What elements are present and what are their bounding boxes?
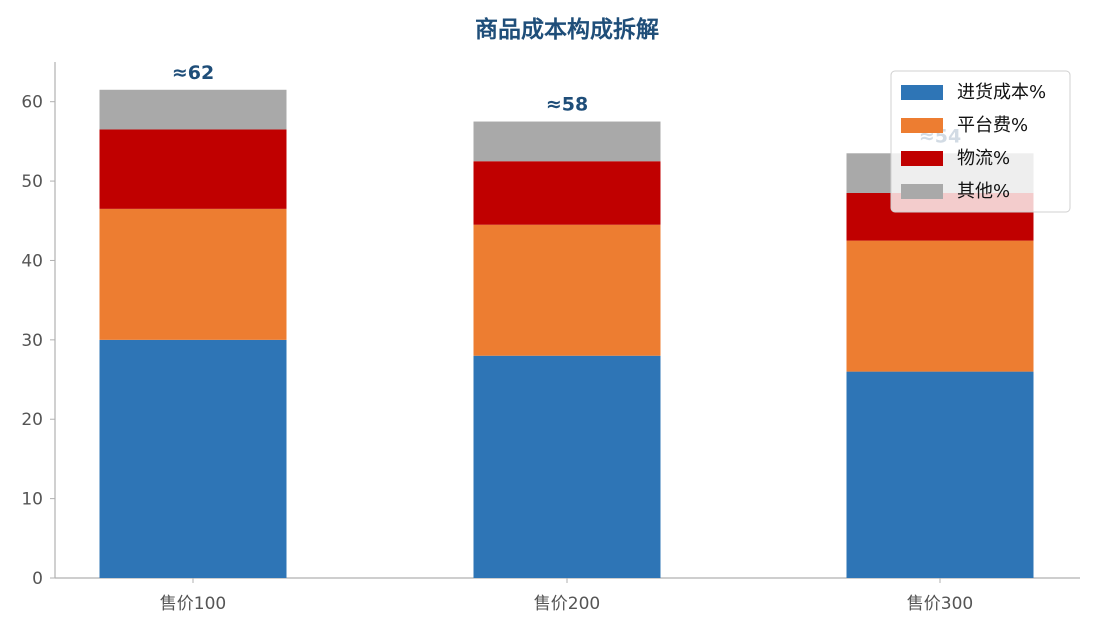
y-tick-label: 30 [21, 331, 43, 351]
legend-swatch [901, 85, 943, 100]
y-tick-label: 50 [21, 172, 43, 192]
legend-label: 其他% [957, 181, 1010, 202]
y-tick-label: 60 [21, 93, 43, 113]
legend-swatch [901, 184, 943, 199]
y-tick-label: 20 [21, 410, 43, 430]
legend-label: 平台费% [957, 115, 1028, 136]
y-tick-label: 40 [21, 251, 43, 271]
total-label: ≈58 [546, 94, 588, 116]
bar-segment [99, 339, 287, 578]
legend-label: 进货成本% [957, 82, 1046, 103]
x-tick-label: 售价300 [907, 594, 973, 614]
x-tick-label: 售价100 [160, 594, 226, 614]
y-tick-label: 10 [21, 490, 43, 510]
legend: 进货成本% 平台费% 物流% 其他% [890, 70, 1071, 213]
bar-segment [99, 208, 287, 340]
total-label: ≈62 [172, 62, 214, 84]
bar-segment [846, 240, 1034, 372]
legend-label: 物流% [957, 148, 1010, 169]
legend-swatch [901, 118, 943, 133]
legend-box [890, 70, 1071, 213]
legend-swatch [901, 151, 943, 166]
bar-segment [473, 161, 661, 225]
bar-segment [473, 224, 661, 356]
bar-segment [846, 371, 1034, 578]
chart-title: 商品成本构成拆解 [475, 16, 659, 43]
x-tick-label: 售价200 [534, 594, 600, 614]
bars [99, 89, 1034, 578]
bar-segment [99, 129, 287, 209]
axes: 0 10 20 30 40 50 60 售价100 售价200 售价300 [21, 62, 1080, 614]
bar-segment [99, 89, 287, 130]
bar-segment [473, 121, 661, 162]
y-tick-label: 0 [32, 569, 43, 589]
bar-segment [473, 355, 661, 578]
